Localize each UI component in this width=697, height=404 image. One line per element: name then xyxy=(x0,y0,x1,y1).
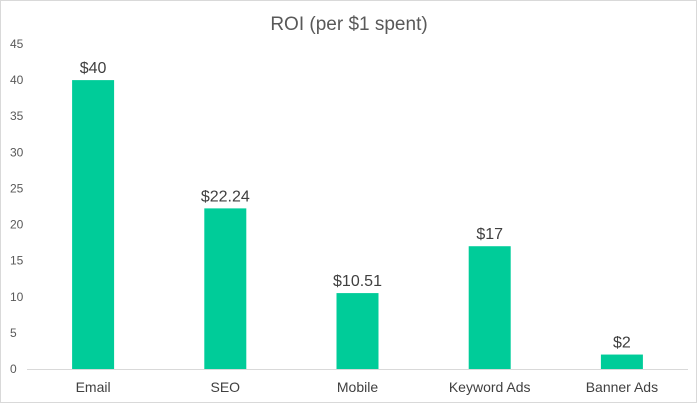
x-category-label: Keyword Ads xyxy=(449,379,531,395)
x-category-label: Mobile xyxy=(337,379,378,395)
y-tick-label: 0 xyxy=(10,362,17,376)
y-tick-label: 15 xyxy=(10,254,24,268)
bar xyxy=(468,246,511,369)
bar-data-label: $2 xyxy=(613,335,631,352)
y-tick-label: 35 xyxy=(10,109,24,123)
x-axis: Email SEO Mobile Keyword Ads Banner Ads xyxy=(76,379,659,395)
data-labels: $40 $22.24 $10.51 $17 $2 xyxy=(80,60,631,351)
bar-series xyxy=(72,80,643,369)
bar xyxy=(600,354,643,369)
bar-data-label: $10.51 xyxy=(333,273,382,290)
x-category-label: Banner Ads xyxy=(586,379,658,395)
bar-data-label: $17 xyxy=(476,226,503,243)
y-tick-label: 5 xyxy=(10,326,17,340)
bar-data-label: $40 xyxy=(80,60,107,77)
bar xyxy=(336,293,379,369)
y-tick-label: 45 xyxy=(10,37,24,51)
bar xyxy=(204,208,247,369)
y-axis: 0 5 10 15 20 25 30 35 40 45 xyxy=(10,37,24,376)
x-category-label: Email xyxy=(76,379,111,395)
y-tick-label: 25 xyxy=(10,181,24,195)
y-tick-label: 30 xyxy=(10,145,24,159)
bar-data-label: $22.24 xyxy=(201,188,250,205)
y-tick-label: 40 xyxy=(10,73,24,87)
y-tick-label: 20 xyxy=(10,218,24,232)
x-category-label: SEO xyxy=(211,379,241,395)
bar xyxy=(72,80,115,369)
y-tick-label: 10 xyxy=(10,290,24,304)
chart-title: ROI (per $1 spent) xyxy=(270,14,427,35)
